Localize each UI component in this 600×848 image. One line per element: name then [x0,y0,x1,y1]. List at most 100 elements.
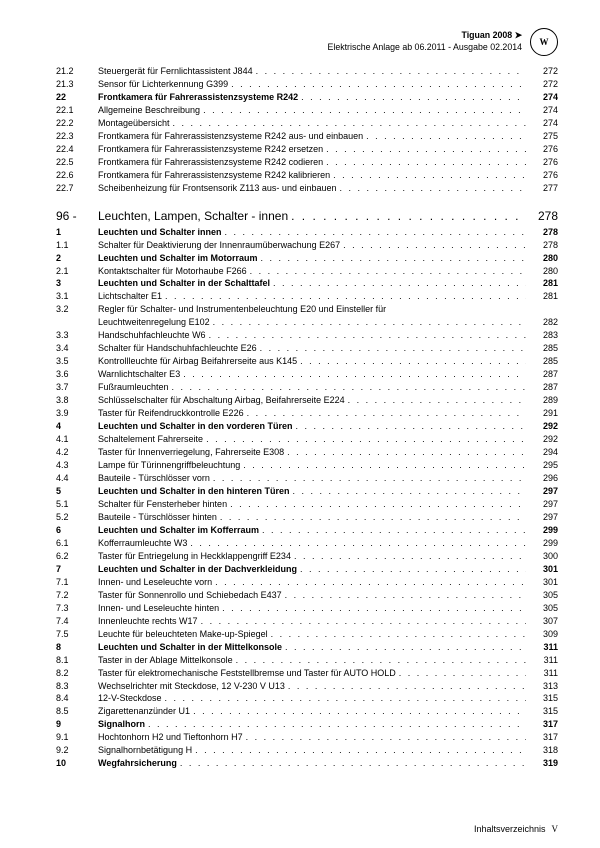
toc-page: 280 [526,253,558,265]
toc-num: 4.4 [56,473,98,485]
toc-label: Leuchten und Schalter in der Dachverklei… [98,564,300,576]
toc-num: 6.1 [56,538,98,550]
toc-label: Bauteile - Türschlösser hinten [98,512,220,524]
leader-dots: . . . . . . . . . . . . . . . . . . . . … [206,434,526,446]
section-page: 278 [526,209,558,223]
toc-label: Leuchten und Schalter innen [98,227,225,239]
toc-label: Zigarettenanzünder U1 [98,706,193,718]
toc-label: Schalter für Fensterheber hinten [98,499,230,511]
leader-dots: . . . . . . . . . . . . . . . . . . . . … [165,291,526,303]
toc-page: 276 [526,157,558,169]
toc-row: 22.4Frontkamera für Fahrerassistenzsyste… [56,144,558,156]
leader-dots: . . . . . . . . . . . . . . . . . . . . … [148,719,526,731]
leader-dots: . . . . . . . . . . . . . . . . . . . . … [287,447,526,459]
toc-num: 7.1 [56,577,98,589]
toc-row: 8.412-V-Steckdose. . . . . . . . . . . .… [56,693,558,705]
toc-row: 3.4Schalter für Handschuhfachleuchte E26… [56,343,558,355]
toc-row: 3.5Kontrollleuchte für Airbag Beifahrers… [56,356,558,368]
toc-page: 319 [526,758,558,770]
toc-row: 3.1Lichtschalter E1. . . . . . . . . . .… [56,291,558,303]
toc-label: Leuchten und Schalter in den hinteren Tü… [98,486,293,498]
section-heading: 96 - Leuchten, Lampen, Schalter - innen … [56,209,558,223]
toc-row: 4.1Schaltelement Fahrerseite. . . . . . … [56,434,558,446]
toc-label: Leuchten und Schalter in der Mittelkonso… [98,642,285,654]
toc-label: Signalhorn [98,719,148,731]
toc-page: 315 [526,693,558,705]
toc-label: Leuchten und Schalter in den vorderen Tü… [98,421,296,433]
toc-page: 307 [526,616,558,628]
toc-page: 281 [526,291,558,303]
leader-dots: . . . . . . . . . . . . . . . . . . . . … [271,629,526,641]
toc-num: 1 [56,227,98,239]
toc-num: 22.1 [56,105,98,117]
leader-dots: . . . . . . . . . . . . . . . . . . . . … [201,616,526,628]
toc-row: 4.3Lampe für Türinnengriffbeleuchtung. .… [56,460,558,472]
toc-page: 299 [526,525,558,537]
toc-row: 22.7Scheibenheizung für Frontsensorik Z1… [56,183,558,195]
leader-dots: . . . . . . . . . . . . . . . . . . . . … [231,79,526,91]
toc-num: 5 [56,486,98,498]
toc-row: 10Wegfahrsicherung. . . . . . . . . . . … [56,758,558,770]
toc-num: 7.4 [56,616,98,628]
leader-dots: . . . . . . . . . . . . . . . . . . . . … [326,157,526,169]
leader-dots: . . . . . . . . . . . . . . . . . . . . … [300,356,526,368]
toc-page: 287 [526,369,558,381]
toc-num: 3 [56,278,98,290]
toc-num: 8.3 [56,681,98,693]
leader-dots: . . . . . . . . . . . . . . . . . . . . … [246,732,526,744]
leader-dots: . . . . . . . . . . . . . . . . . . . . … [256,66,526,78]
leader-dots: . . . . . . . . . . . . . . . . . . . . … [213,473,526,485]
toc-num: 5.1 [56,499,98,511]
toc-num: 21.3 [56,79,98,91]
toc-row: 6.1Kofferraumleuchte W3. . . . . . . . .… [56,538,558,550]
toc-label: Innen- und Leseleuchte vorn [98,577,215,589]
toc-page: 311 [526,668,558,680]
toc-page: 289 [526,395,558,407]
toc-label: Frontkamera für Fahrerassistenzsysteme R… [98,157,326,169]
toc-row: 4.4Bauteile - Türschlösser vorn. . . . .… [56,473,558,485]
toc-num: 8.5 [56,706,98,718]
toc-page: 297 [526,486,558,498]
toc-label: Schalter für Deaktivierung der Innenraum… [98,240,343,252]
footer: Inhaltsverzeichnis V [56,824,558,834]
toc-num: 22.4 [56,144,98,156]
toc-num: 3.4 [56,343,98,355]
toc-num: 7.2 [56,590,98,602]
leader-dots: . . . . . . . . . . . . . . . . . . . . … [366,131,526,143]
toc-label: Fußraumleuchten [98,382,172,394]
toc-label: Taster für Innenverriegelung, Fahrerseit… [98,447,287,459]
toc-page: 299 [526,538,558,550]
toc-page: 294 [526,447,558,459]
toc-row: 3.3Handschuhfachleuchte W6. . . . . . . … [56,330,558,342]
toc-page: 274 [526,118,558,130]
toc-page: 276 [526,170,558,182]
page-container: { "header": { "model": "Tiguan 2008 ➤", … [0,0,600,848]
toc-num: 5.2 [56,512,98,524]
toc-num: 6.2 [56,551,98,563]
leader-dots: . . . . . . . . . . . . . . . . . . . . … [333,170,526,182]
toc-page: 295 [526,460,558,472]
toc-page: 301 [526,577,558,589]
toc-row: 8.3Wechselrichter mit Steckdose, 12 V-23… [56,681,558,693]
toc-page: 292 [526,421,558,433]
toc-row: 21.2Steuergerät für Fernlichtassistent J… [56,66,558,78]
leader-dots: . . . . . . . . . . . . . . . . . . . . … [215,577,526,589]
toc-num: 9.2 [56,745,98,757]
toc-num: 22.5 [56,157,98,169]
toc-page: 282 [526,317,558,329]
toc-page: 317 [526,732,558,744]
toc-num: 9.1 [56,732,98,744]
leader-dots: . . . . . . . . . . . . . . . . . . . . … [195,745,526,757]
toc-row: 3.2Regler für Schalter- und Instrumenten… [56,304,558,316]
toc-label: Schaltelement Fahrerseite [98,434,206,446]
toc-label: Schalter für Handschuhfachleuchte E26 [98,343,260,355]
toc-num: 22.6 [56,170,98,182]
leader-dots: . . . . . . . . . . . . . . . . . . . . … [173,118,526,130]
toc-num: 3.5 [56,356,98,368]
leader-dots: . . . . . . . . . . . . . . . . . . . . … [225,227,526,239]
toc-label: Frontkamera für Fahrerassistenzsysteme R… [98,144,326,156]
toc-row: 6Leuchten und Schalter im Kofferraum. . … [56,525,558,537]
leader-dots: . . . . . . . . . . . . . . . . . . . . … [343,240,526,252]
toc-page: 281 [526,278,558,290]
toc-row: 7.1Innen- und Leseleuchte vorn. . . . . … [56,577,558,589]
